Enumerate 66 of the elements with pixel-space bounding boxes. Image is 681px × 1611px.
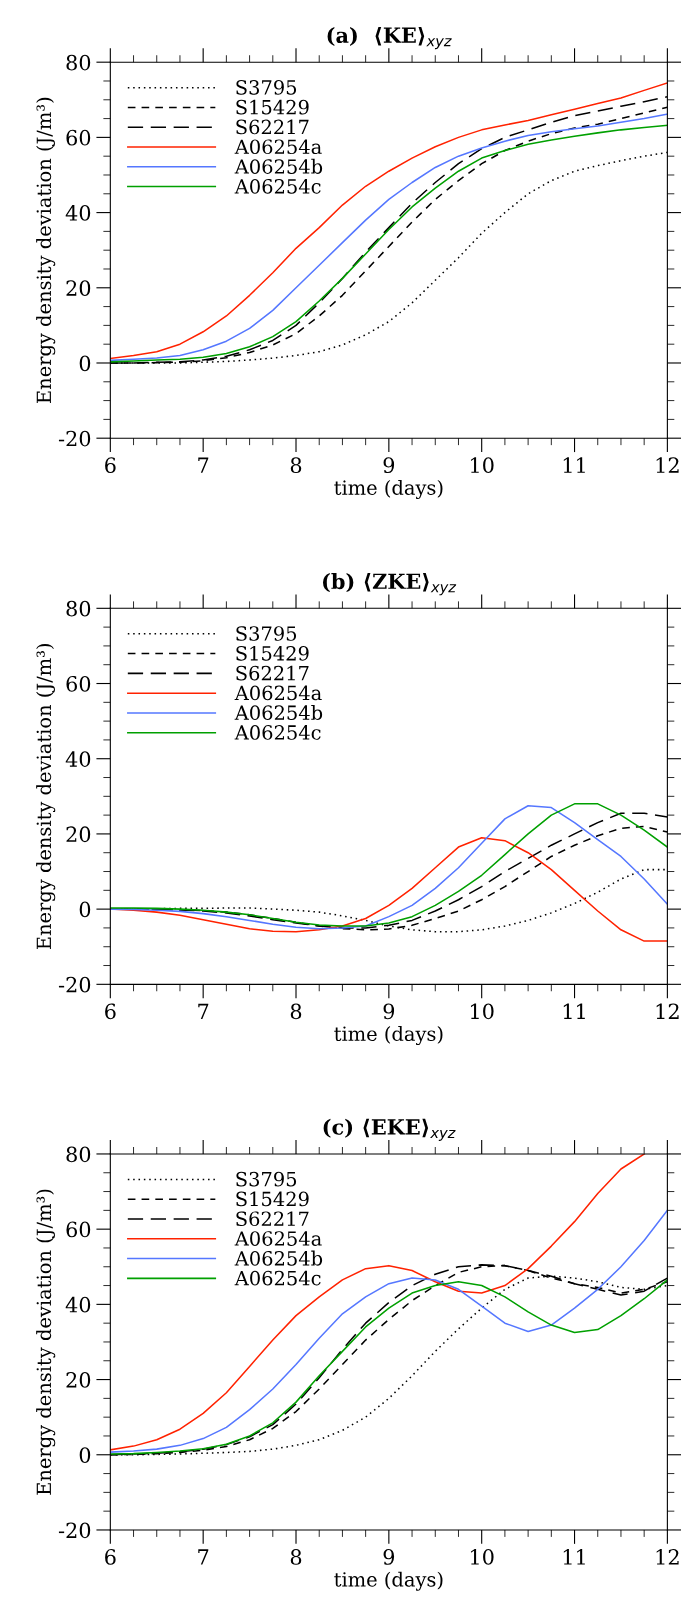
y-tick-label: 40: [65, 205, 91, 221]
legend-label: A06254b: [234, 704, 323, 721]
x-tick-label: 12: [656, 1549, 679, 1565]
y-tick-label: 60: [66, 129, 91, 146]
legend-label: S15429: [236, 99, 309, 115]
y-axis-title: Energy density deviation (J/m³): [36, 643, 56, 950]
x-axis-title: time (days): [334, 479, 443, 499]
x-tick-label: 12: [656, 1003, 679, 1019]
y-tick-label: 60: [66, 1221, 91, 1238]
chart-title: (a) ⟨KE⟩$_{xyz}$: [327, 26, 452, 50]
x-tick-label: 10: [470, 1549, 494, 1565]
x-axis-title: time (days): [334, 1571, 443, 1591]
x-tick-label: 10: [470, 457, 494, 474]
y-tick-label: -20: [58, 430, 91, 447]
legend-label: S3795: [236, 1171, 297, 1187]
y-tick-label: 40: [65, 751, 91, 767]
y-tick-label: -20: [58, 976, 91, 993]
y-tick-label: 20: [66, 280, 91, 296]
x-tick-label: 7: [198, 457, 209, 473]
chart-title: (c) ⟨EKE⟩$_{xyz}$: [323, 1118, 456, 1141]
y-axis-title: Energy density deviation (J/m³): [36, 1189, 56, 1495]
legend-label: S3795: [236, 80, 297, 95]
legend-label: A06254c: [234, 178, 321, 194]
legend-label: A06254b: [234, 1250, 323, 1266]
y-tick-label: 0: [79, 355, 91, 372]
x-tick-label: 7: [198, 1003, 209, 1019]
x-tick-label: 8: [290, 1003, 302, 1020]
y-tick-label: 80: [66, 600, 91, 617]
legend-label: A06254b: [234, 158, 323, 174]
y-tick-label: 0: [79, 901, 91, 918]
legend-label: S62217: [236, 1211, 309, 1227]
x-tick-label: 11: [563, 1003, 585, 1019]
x-tick-label: 9: [383, 457, 395, 474]
legend-label: S15429: [236, 645, 309, 661]
x-tick-label: 6: [105, 1003, 116, 1020]
y-tick-label: 20: [66, 1372, 91, 1388]
x-tick-label: 8: [290, 457, 302, 474]
legend-label: A06254a: [234, 139, 322, 155]
x-tick-label: 6: [105, 457, 116, 474]
x-axis-title: time (days): [334, 1026, 443, 1046]
legend-label: A06254a: [234, 685, 322, 701]
legend-label: A06254a: [234, 1231, 322, 1246]
legend-label: S62217: [236, 119, 309, 135]
x-tick-label: 10: [470, 1003, 494, 1020]
legend-label: S3795: [236, 626, 297, 641]
legend-label: A06254c: [234, 725, 321, 740]
x-tick-label: 12: [656, 457, 679, 473]
y-tick-label: 40: [65, 1296, 91, 1313]
x-tick-label: 9: [383, 1003, 395, 1020]
y-tick-label: -20: [58, 1522, 91, 1539]
x-tick-label: 6: [105, 1549, 116, 1565]
y-tick-label: 80: [66, 1146, 91, 1163]
x-tick-label: 11: [563, 457, 585, 473]
legend-label: S62217: [236, 665, 309, 681]
x-tick-label: 7: [198, 1549, 209, 1565]
x-tick-label: 9: [383, 1549, 395, 1565]
y-tick-label: 80: [66, 54, 91, 71]
chart-title: (b) ⟨ZKE⟩$_{xyz}$: [323, 573, 457, 596]
y-tick-label: 20: [66, 826, 91, 843]
y-tick-label: 0: [79, 1447, 91, 1463]
legend-label: A06254c: [234, 1270, 321, 1286]
legend-label: S15429: [236, 1191, 309, 1207]
x-tick-label: 11: [563, 1549, 585, 1565]
y-tick-label: 60: [66, 675, 91, 692]
x-tick-label: 8: [290, 1549, 302, 1565]
y-axis-title: Energy density deviation (J/m³): [36, 97, 56, 403]
